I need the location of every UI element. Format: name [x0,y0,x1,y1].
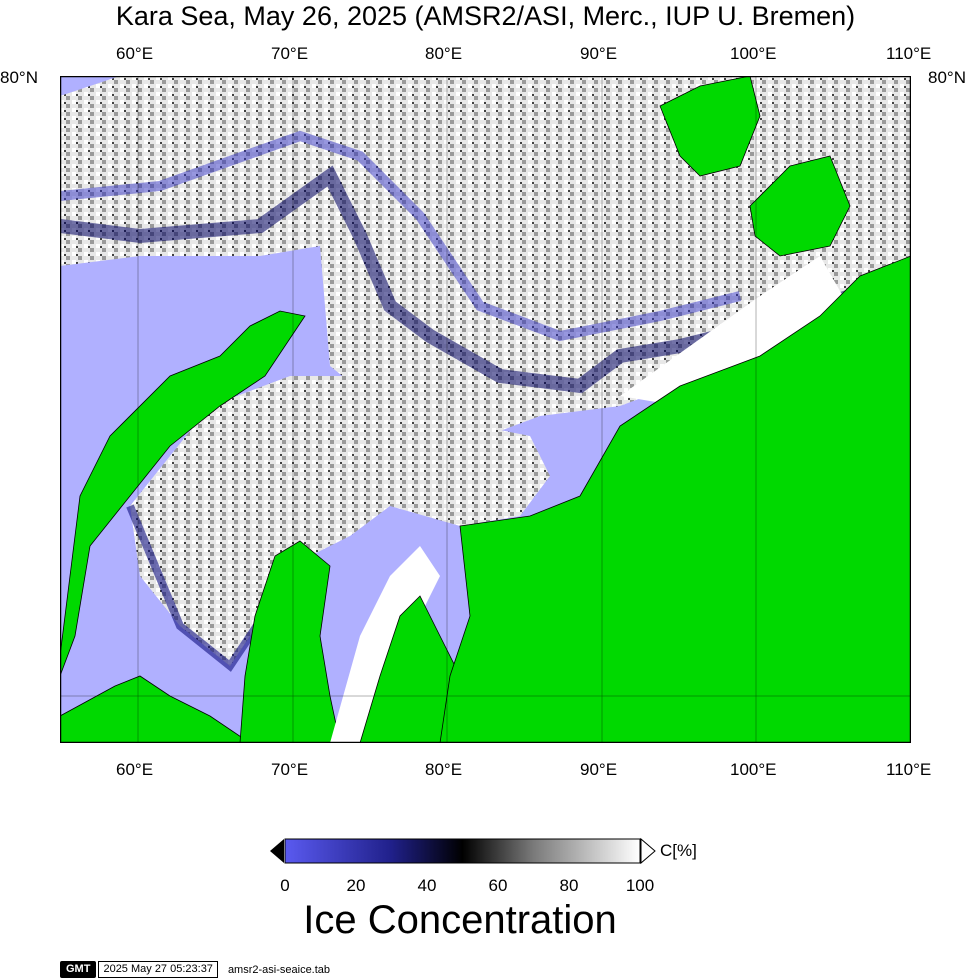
colorbar-min-arrow [270,839,284,863]
lon-label-top-70: 70°E [271,44,309,63]
map-frame [60,76,911,743]
lon-label-top-100: 100°E [730,44,777,63]
gmt-logo: GMT [60,961,97,978]
colorbar-unit: C[%] [660,841,697,860]
southern-kara-ice [130,376,550,666]
lon-label-top-60: 60°E [116,44,154,63]
land-gydan [330,546,440,743]
lon-label-bottom-100: 100°E [730,760,777,779]
colorbar-tick-20: 20 [346,876,366,895]
stamp-file: amsr2-asi-seaice.tab [227,963,331,976]
land-vaygach [60,675,251,743]
page-title: Kara Sea, May 26, 2025 (AMSR2/ASI, Merc.… [115,1,856,31]
colorbar-gradient [284,838,641,864]
gmt-timestamp: GMT 2025 May 27 05:23:37 amsr2-asi-seaic… [60,961,330,978]
lon-label-top-80: 80°E [425,44,463,63]
lat-label-left-80: 80°N [0,68,38,87]
land-severnaya-zemlya-2 [749,155,851,257]
colorbar-tick-100: 100 [625,876,655,895]
colorbar-title: Ice Concentration [303,898,617,942]
colorbar-tick-40: 40 [417,876,437,895]
lon-label-bottom-70: 70°E [271,760,309,779]
ice-concentration-map [60,76,911,743]
lon-label-bottom-90: 90°E [580,760,618,779]
lon-label-top-90: 90°E [580,44,618,63]
lon-label-top-110: 110°E [886,44,932,63]
stamp-time: 2025 May 27 05:23:37 [98,961,218,978]
lon-label-bottom-60: 60°E [116,760,154,779]
land-severnaya-zemlya-1 [659,76,761,177]
colorbar-tick-80: 80 [559,876,579,895]
colorbar [270,837,656,865]
lon-label-bottom-110: 110°E [886,760,932,779]
colorbar-tick-0: 0 [280,876,290,895]
lon-label-bottom-80: 80°E [425,760,463,779]
land-yamal [239,540,341,743]
land-novaya-zemlya [60,310,306,677]
colorbar-tick-60: 60 [488,876,508,895]
ice-edge-blue [60,130,742,342]
land-taymyr [439,255,911,743]
colorbar-max-arrow [640,837,656,865]
graticule [60,76,911,743]
lat-label-right-80: 80°N [928,68,966,87]
